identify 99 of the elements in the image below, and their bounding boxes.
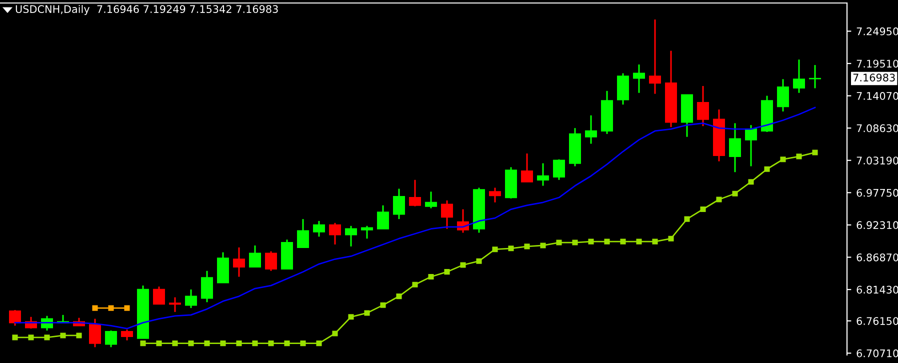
candlestick bbox=[377, 204, 389, 230]
point bbox=[44, 334, 50, 340]
candlestick bbox=[809, 64, 821, 89]
candlestick bbox=[537, 162, 549, 187]
point bbox=[508, 246, 514, 252]
point bbox=[588, 238, 594, 244]
candlestick bbox=[729, 122, 741, 173]
point bbox=[364, 310, 370, 316]
y-tick-label: 7.14070 bbox=[856, 92, 898, 100]
candlestick bbox=[633, 64, 645, 94]
y-tick-label: 6.76150 bbox=[856, 317, 898, 325]
point bbox=[28, 334, 34, 340]
point bbox=[668, 236, 674, 242]
candlestick bbox=[409, 179, 421, 208]
point bbox=[444, 269, 450, 275]
point bbox=[796, 154, 802, 160]
point bbox=[156, 340, 162, 346]
point bbox=[284, 340, 290, 346]
point bbox=[556, 240, 562, 246]
point bbox=[748, 179, 754, 185]
point bbox=[316, 340, 322, 346]
candlestick bbox=[489, 186, 501, 204]
point bbox=[220, 340, 226, 346]
y-tick-label: 6.70710 bbox=[856, 349, 898, 358]
candlestick bbox=[649, 18, 661, 95]
y-tick-label: 7.19510 bbox=[856, 60, 898, 68]
point bbox=[60, 332, 66, 338]
candlestick bbox=[777, 78, 789, 112]
candlestick bbox=[169, 296, 181, 313]
point bbox=[268, 340, 274, 346]
candlestick bbox=[345, 225, 357, 248]
point bbox=[172, 340, 178, 346]
y-tick-label: 6.81430 bbox=[856, 286, 898, 294]
candlestick bbox=[297, 218, 309, 248]
y-tick-label: 7.08630 bbox=[856, 124, 898, 132]
candlestick bbox=[185, 288, 197, 309]
point bbox=[780, 156, 786, 162]
candlestick bbox=[793, 58, 805, 94]
text: 7.16983 bbox=[853, 74, 895, 82]
point bbox=[636, 238, 642, 244]
point bbox=[300, 340, 306, 346]
point bbox=[812, 150, 818, 156]
point bbox=[76, 332, 82, 338]
candlestick bbox=[521, 152, 533, 183]
candlestick bbox=[697, 85, 709, 127]
point bbox=[476, 258, 482, 264]
point bbox=[572, 240, 578, 246]
point bbox=[460, 262, 466, 268]
candlestick bbox=[425, 190, 437, 210]
candlestick bbox=[249, 244, 261, 268]
y-tick-label: 6.86870 bbox=[856, 253, 898, 262]
point bbox=[348, 314, 354, 320]
point bbox=[140, 340, 146, 346]
point bbox=[124, 305, 130, 311]
point bbox=[188, 340, 194, 346]
y-tick-label: 7.24950 bbox=[856, 27, 898, 36]
point bbox=[332, 330, 338, 336]
candlestick bbox=[745, 124, 757, 168]
point bbox=[700, 206, 706, 212]
point bbox=[492, 246, 498, 252]
point bbox=[380, 302, 386, 308]
point bbox=[92, 305, 98, 311]
candlestick bbox=[329, 222, 341, 246]
candlestick bbox=[105, 330, 117, 348]
y-tick-label: 6.92310 bbox=[856, 221, 898, 230]
candlestick bbox=[361, 225, 373, 240]
point bbox=[764, 166, 770, 172]
candlestick bbox=[153, 286, 165, 305]
point bbox=[12, 334, 18, 340]
chart-title: USDCNH,Daily 7.16946 7.19249 7.15342 7.16983 bbox=[16, 4, 278, 16]
point bbox=[108, 305, 114, 311]
point bbox=[540, 242, 546, 248]
candlestick bbox=[121, 328, 133, 342]
candlestick bbox=[313, 220, 325, 238]
y-tick-label: 7.03190 bbox=[856, 156, 898, 164]
point bbox=[524, 244, 530, 250]
y-tick-label: 6.97750 bbox=[856, 188, 898, 197]
point bbox=[604, 238, 610, 244]
candlestick bbox=[201, 270, 213, 303]
point bbox=[204, 340, 210, 346]
point bbox=[652, 238, 658, 244]
point bbox=[716, 196, 722, 202]
candlestick bbox=[265, 250, 277, 272]
point bbox=[412, 282, 418, 288]
candlestick bbox=[233, 246, 245, 278]
candlestick bbox=[89, 318, 101, 348]
candlestick bbox=[553, 158, 565, 181]
point bbox=[396, 294, 402, 300]
point bbox=[236, 340, 242, 346]
candlestick bbox=[617, 72, 629, 106]
candlestick bbox=[441, 200, 453, 230]
candlestick bbox=[585, 114, 597, 145]
candlestick bbox=[393, 188, 405, 220]
point bbox=[428, 274, 434, 280]
point bbox=[252, 340, 258, 346]
point bbox=[732, 190, 738, 196]
candlestick bbox=[9, 309, 21, 326]
point bbox=[620, 238, 626, 244]
point bbox=[684, 216, 690, 222]
